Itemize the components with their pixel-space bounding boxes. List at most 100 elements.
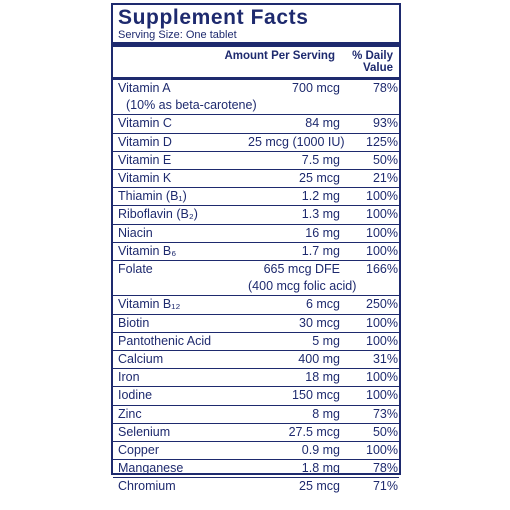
amount-cell: 1.8 mg	[248, 460, 340, 477]
daily-value: 73%	[372, 406, 398, 421]
nutrient-row: Vitamin C 84 mg 93%	[113, 115, 399, 134]
nutrient-name: Iodine	[118, 388, 153, 403]
nutrient-name: Folate	[118, 262, 153, 277]
nutrient-row: Vitamin B₁₂ 6 mcg 250%	[113, 296, 399, 315]
nutrient-row: Chromium 25 mcg 71%	[113, 478, 399, 495]
nutrient-cell: Vitamin B₆	[113, 243, 248, 260]
nutrient-row: Vitamin D 25 mcg (1000 IU) 125%	[113, 134, 399, 152]
amount: 1.2 mg	[301, 189, 340, 204]
nutrient-name: Niacin	[118, 225, 153, 240]
daily-value: 100%	[366, 315, 398, 330]
nutrient-cell: Riboflavin (B₂)	[113, 206, 248, 223]
nutrient-row: Calcium 400 mg 31%	[113, 351, 399, 370]
nutrient-name: Vitamin D	[118, 134, 172, 149]
title: Supplement Facts	[118, 6, 309, 29]
nutrient-cell: Manganese	[113, 460, 248, 477]
amount-cell: 400 mg	[248, 351, 340, 368]
nutrient-row: Folate 665 mcg DFE (400 mcg folic acid) 166…	[113, 261, 399, 297]
nutrient-cell: Biotin	[113, 315, 248, 332]
nutrient-name: Vitamin B₆	[118, 243, 177, 258]
column-header: Amount Per Serving % Daily Value	[113, 47, 399, 77]
amount: 1.8 mg	[301, 461, 340, 476]
nutrient-row: Thiamin (B₁) 1.2 mg 100%	[113, 188, 399, 207]
nutrient-row: Niacin 16 mg 100%	[113, 225, 399, 243]
nutrient-row: Vitamin E 7.5 mg 50%	[113, 152, 399, 171]
amount: 25 mcg	[299, 171, 340, 186]
rule	[113, 77, 399, 80]
amount-cell: 7.5 mg	[248, 152, 340, 169]
nutrient-cell: Iron	[113, 369, 248, 386]
amount: 18 mg	[305, 370, 340, 385]
daily-value: 100%	[366, 333, 398, 348]
nutrient-list: Vitamin A (10% as beta-carotene) 700 mcg 78…	[113, 80, 399, 496]
amount: 30 mcg	[299, 315, 340, 330]
nutrient-name: Vitamin C	[118, 116, 172, 131]
daily-value: 125%	[366, 134, 398, 149]
amount: 6 mcg	[305, 297, 340, 312]
nutrient-row: Zinc 8 mg 73%	[113, 406, 399, 424]
amount-note: (400 mcg folic acid)	[248, 279, 357, 294]
daily-value: 21%	[372, 171, 398, 186]
nutrient-name: Zinc	[118, 406, 142, 421]
daily-value: 100%	[366, 243, 398, 258]
nutrient-row: Selenium 27.5 mcg 50%	[113, 424, 399, 443]
nutrient-row: Vitamin B₆ 1.7 mg 100%	[113, 243, 399, 262]
amount-cell: 18 mg	[248, 369, 340, 386]
nutrient-cell: Iodine	[113, 387, 248, 404]
nutrient-row: Pantothenic Acid 5 mg 100%	[113, 333, 399, 352]
supplement-facts-panel: Supplement Facts Serving Size: One table…	[111, 3, 401, 493]
nutrient-name: Thiamin (B₁)	[118, 189, 187, 204]
nutrient-row: Iron 18 mg 100%	[113, 369, 399, 388]
nutrient-name: Iron	[118, 370, 140, 385]
nutrient-name: Calcium	[118, 352, 164, 367]
nutrient-cell: Selenium	[113, 424, 248, 441]
daily-value: 100%	[366, 207, 398, 222]
amount-header: Amount Per Serving	[224, 50, 335, 62]
nutrient-name: Vitamin B₁₂	[118, 297, 181, 312]
nutrient-cell: Folate	[113, 261, 248, 295]
amount-cell: 84 mg	[248, 115, 340, 132]
daily-value: 100%	[366, 370, 398, 385]
amount-cell: 665 mcg DFE (400 mcg folic acid)	[248, 261, 357, 295]
nutrient-name: Pantothenic Acid	[118, 333, 212, 348]
amount-cell: 5 mg	[248, 333, 340, 350]
nutrient-row: Vitamin K 25 mcg 21%	[113, 170, 399, 189]
amount: 1.7 mg	[301, 243, 340, 258]
amount: 7.5 mg	[301, 152, 340, 167]
serving-size: Serving Size: One tablet	[118, 29, 237, 41]
nutrient-name: Riboflavin (B₂)	[118, 207, 198, 222]
nutrient-name: Biotin	[118, 315, 150, 330]
nutrient-cell: Copper	[113, 442, 248, 459]
amount-cell: 6 mcg	[248, 296, 340, 313]
nutrient-name: Vitamin A	[118, 81, 171, 95]
amount-cell: 30 mcg	[248, 315, 340, 332]
nutrient-cell: Vitamin E	[113, 152, 248, 169]
daily-value: 166%	[366, 262, 398, 277]
nutrient-name: Selenium	[118, 424, 171, 439]
amount: 5 mg	[312, 333, 340, 348]
amount: 150 mcg	[292, 388, 340, 403]
daily-value: 250%	[366, 297, 398, 312]
daily-value: 93%	[372, 116, 398, 131]
daily-value: 100%	[366, 225, 398, 240]
daily-value: 50%	[372, 424, 398, 439]
nutrient-name: Manganese	[118, 461, 184, 476]
daily-value: 50%	[372, 152, 398, 167]
amount-cell: 16 mg	[248, 225, 340, 242]
daily-value: 100%	[366, 443, 398, 458]
rule	[113, 42, 399, 47]
amount: 1.3 mg	[301, 207, 340, 222]
nutrient-name: Chromium	[118, 479, 176, 494]
nutrient-name: Vitamin K	[118, 171, 172, 186]
nutrient-cell: Vitamin A (10% as beta-carotene)	[113, 80, 257, 114]
nutrient-row: Vitamin A (10% as beta-carotene) 700 mcg 78…	[113, 80, 399, 116]
daily-value: 78%	[372, 81, 398, 95]
amount: 700 mcg	[292, 81, 340, 95]
daily-value: 100%	[366, 189, 398, 204]
amount: 84 mg	[305, 116, 340, 131]
nutrient-name: Vitamin E	[118, 152, 172, 167]
nutrient-row: Iodine 150 mcg 100%	[113, 387, 399, 406]
amount: 8 mg	[312, 406, 340, 421]
amount: 25 mcg (1000 IU)	[248, 134, 345, 149]
daily-value: 31%	[372, 352, 398, 367]
